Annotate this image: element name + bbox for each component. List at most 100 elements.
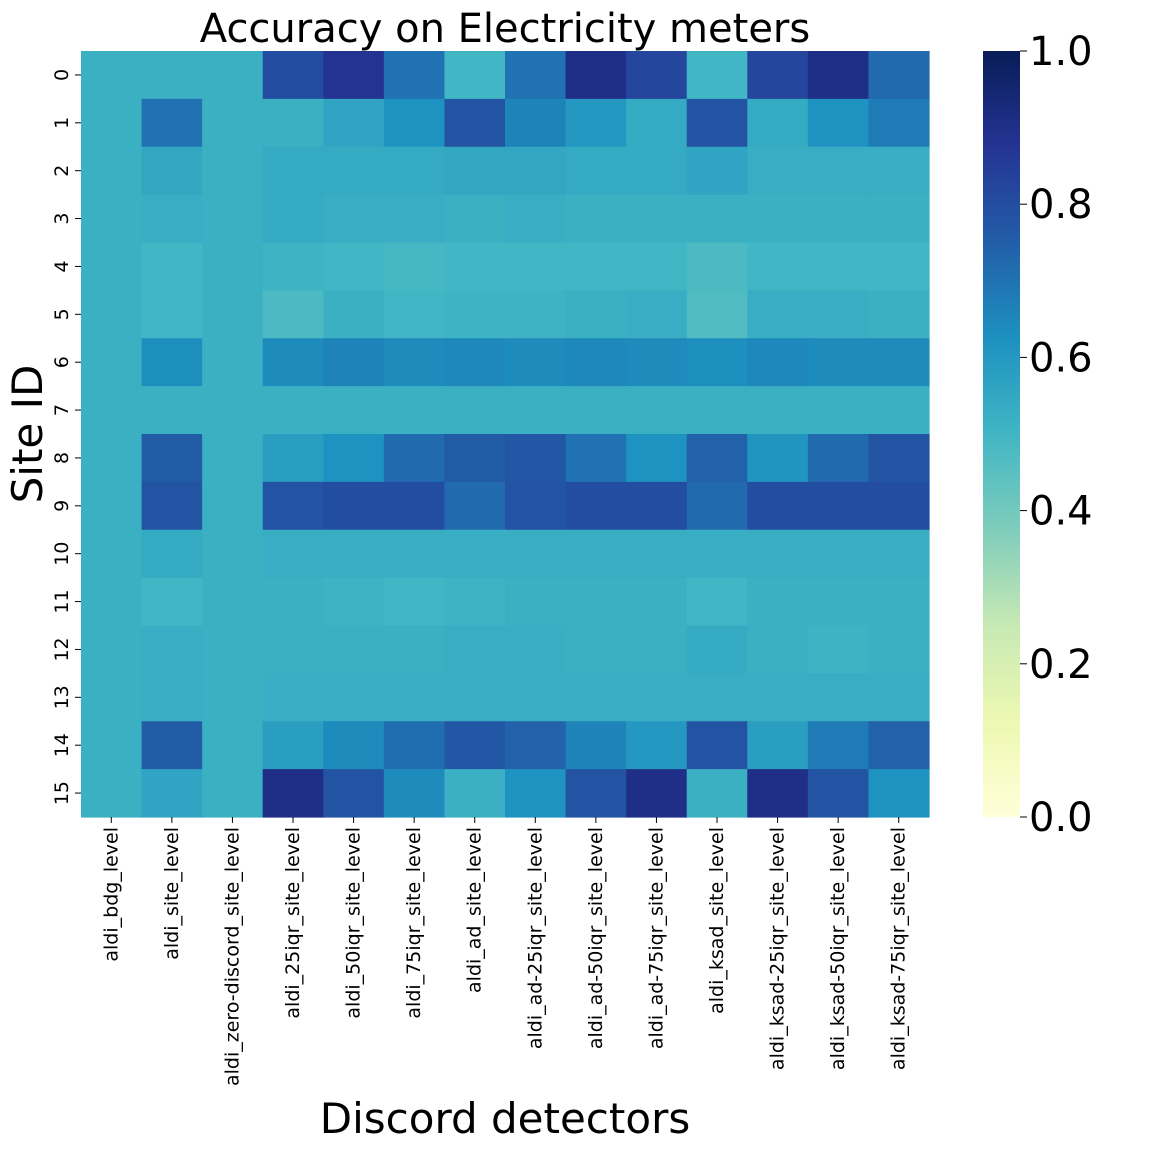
heatmap-cell [747, 290, 809, 339]
y-tick-label: 12 [51, 637, 73, 661]
heatmap-cell [262, 673, 324, 722]
heatmap-cell [505, 242, 567, 291]
heatmap-cell [505, 51, 567, 100]
heatmap-cell [141, 769, 203, 818]
heatmap-cell [383, 673, 446, 722]
colorbar [983, 51, 1020, 817]
x-tick-label: aldi_75iqr_site_level [403, 827, 425, 1019]
heatmap-cell [141, 290, 203, 339]
heatmap-cell [262, 338, 324, 387]
heatmap-cell [807, 434, 870, 483]
y-tick-label: 0 [51, 69, 73, 81]
heatmap-cell [444, 242, 506, 291]
heatmap-cell [747, 242, 809, 291]
heatmap-cell [686, 625, 748, 674]
heatmap-cell [505, 98, 567, 148]
x-tick-label: aldi_50iqr_site_level [343, 827, 365, 1019]
heatmap-cell [202, 625, 264, 674]
heatmap-cell [747, 338, 809, 387]
heatmap-cell [202, 242, 264, 291]
heatmap-cell [383, 338, 446, 387]
heatmap-cell [626, 434, 688, 483]
heatmap-cell [807, 529, 870, 579]
heatmap-cell [686, 194, 748, 244]
heatmap-cell [626, 529, 688, 579]
heatmap-cell [383, 290, 446, 339]
heatmap-cell [262, 481, 324, 531]
heatmap-cell [505, 577, 567, 627]
heatmap-cell [565, 338, 627, 387]
heatmap-cell [323, 769, 385, 818]
heatmap-cell [444, 721, 506, 770]
heatmap-cell [505, 481, 567, 531]
colorbar-tick-label: 0.6 [1029, 335, 1093, 381]
heatmap-cell [807, 51, 870, 100]
heatmap-cell [747, 481, 809, 531]
heatmap-cell [626, 769, 688, 818]
heatmap-cell [81, 386, 143, 435]
heatmap-cell [747, 721, 809, 770]
heatmap-cell [81, 434, 143, 483]
chart-title: Accuracy on Electricity meters [200, 6, 810, 52]
heatmap-cell [81, 721, 143, 770]
heatmap-cell [505, 529, 567, 579]
heatmap-cell [141, 98, 203, 148]
colorbar-tick-label: 0.8 [1029, 182, 1093, 228]
heatmap-cell [81, 338, 143, 387]
heatmap-cell [565, 625, 627, 674]
heatmap-cell [202, 529, 264, 579]
heatmap-cell [202, 769, 264, 818]
heatmap-cell [807, 625, 870, 674]
heatmap-cell [505, 721, 567, 770]
heatmap-cell [747, 769, 809, 818]
heatmap-cell [383, 721, 446, 770]
heatmap-cell [747, 625, 809, 674]
heatmap-cell [323, 434, 385, 483]
heatmap-cell [444, 769, 506, 818]
y-tick-label: 6 [51, 356, 73, 368]
heatmap-cell [747, 577, 809, 627]
heatmap-cell [323, 242, 385, 291]
x-tick-label: aldi_bdg_level [100, 827, 122, 962]
heatmap-cell [868, 51, 930, 100]
heatmap-cell [141, 338, 203, 387]
y-tick-label: 14 [51, 733, 73, 757]
y-tick-label: 3 [51, 213, 73, 225]
heatmap-cell [807, 577, 870, 627]
heatmap-cell [444, 481, 506, 531]
heatmap-cell [868, 481, 930, 531]
heatmap-cell [141, 194, 203, 244]
heatmap-cell [626, 242, 688, 291]
heatmap-cell [202, 434, 264, 483]
heatmap-cell [141, 673, 203, 722]
heatmap-cell [202, 51, 264, 100]
heatmap-cell [505, 386, 567, 435]
heatmap-cell [565, 673, 627, 722]
y-tick-label: 13 [51, 685, 73, 709]
heatmap-cell [868, 434, 930, 483]
heatmap-cell [505, 625, 567, 674]
heatmap-cell [868, 146, 930, 196]
heatmap-cell [141, 577, 203, 627]
heatmap-cell [383, 51, 446, 100]
x-tick-label: aldi_ad-75iqr_site_level [645, 827, 667, 1049]
heatmap-cells [81, 51, 930, 818]
heatmap-cell [686, 338, 748, 387]
heatmap-cell [444, 194, 506, 244]
heatmap-cell [262, 98, 324, 148]
heatmap-cell [686, 290, 748, 339]
heatmap-cell [81, 194, 143, 244]
heatmap-cell [383, 242, 446, 291]
heatmap-cell [686, 481, 748, 531]
heatmap-cell [807, 194, 870, 244]
heatmap-cell [262, 386, 324, 435]
heatmap-cell [565, 481, 627, 531]
heatmap-cell [505, 673, 567, 722]
heatmap-cell [323, 529, 385, 579]
heatmap-cell [868, 290, 930, 339]
heatmap-cell [626, 625, 688, 674]
heatmap-cell [505, 290, 567, 339]
heatmap-cell [626, 194, 688, 244]
heatmap-cell [444, 529, 506, 579]
heatmap-cell [262, 529, 324, 579]
